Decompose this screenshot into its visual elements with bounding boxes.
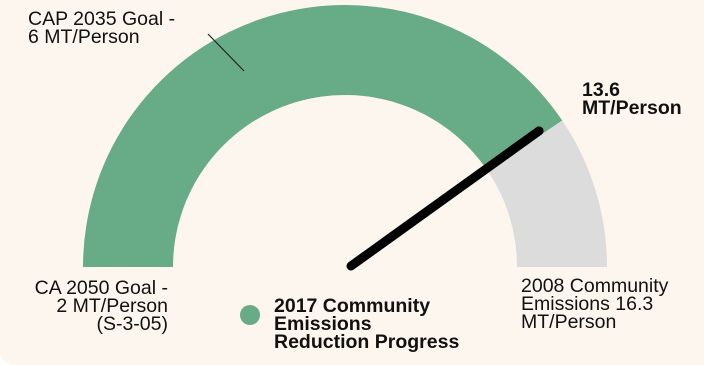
max-label: 2008 Community Emissions 16.3 MT/Person xyxy=(521,275,669,333)
legend-label-line: 2017 Community xyxy=(274,295,431,317)
min-label-line: CA 2050 Goal - xyxy=(34,277,168,299)
current-value-unit: MT/Person xyxy=(582,97,682,119)
legend-label-line: Reduction Progress xyxy=(274,331,460,353)
gauge-remaining-arc xyxy=(487,120,607,267)
gauge-progress-arc xyxy=(83,4,563,267)
max-label-line: Emissions 16.3 xyxy=(521,293,654,315)
current-value-number: 13.6 xyxy=(582,79,620,101)
min-label-line: 2 MT/Person xyxy=(56,295,168,317)
legend-label-line: Emissions xyxy=(274,313,372,335)
max-label-line: MT/Person xyxy=(521,311,617,333)
target-label: CAP 2035 Goal - 6 MT/Person xyxy=(28,8,176,48)
min-label-line: (S-3-05) xyxy=(96,313,168,335)
target-label-line: 6 MT/Person xyxy=(28,26,140,48)
gauge-needle xyxy=(346,126,544,271)
legend-swatch xyxy=(240,305,260,325)
min-label: CA 2050 Goal - 2 MT/Person (S-3-05) xyxy=(4,277,168,335)
max-label-line: 2008 Community xyxy=(521,275,669,297)
legend-label: 2017 Community Emissions Reduction Progr… xyxy=(274,295,460,353)
target-label-line: CAP 2035 Goal - xyxy=(28,8,176,30)
target-leader-line xyxy=(207,33,245,72)
current-value-label: 13.6 MT/Person xyxy=(582,79,682,119)
